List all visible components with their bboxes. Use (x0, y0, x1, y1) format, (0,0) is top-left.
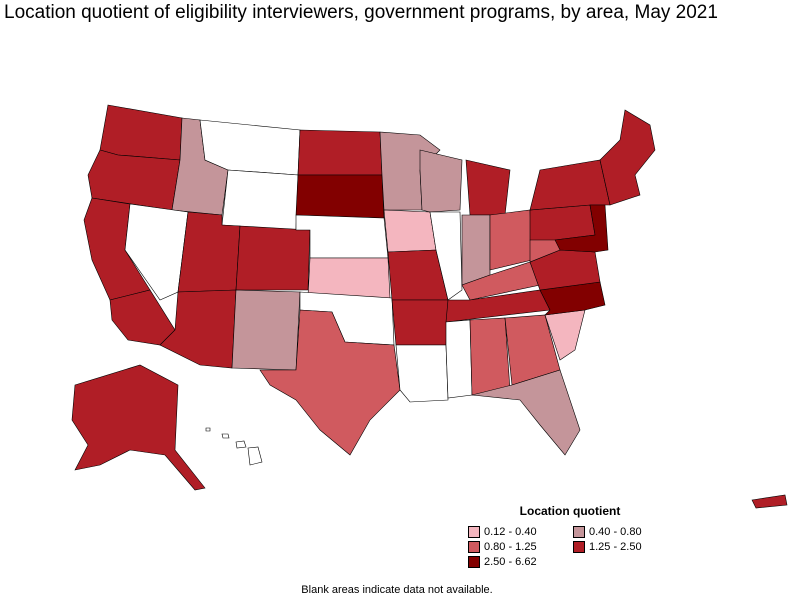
region-new-mexico (231, 289, 301, 371)
legend-item: 1.25 - 2.50 (573, 541, 678, 553)
contiguous-us (83, 104, 656, 456)
region-nevada (124, 203, 189, 301)
region-wyoming (221, 169, 299, 231)
legend-label: 1.25 - 2.50 (589, 541, 642, 553)
region-michigan (465, 159, 511, 216)
region-south-dakota (295, 174, 385, 219)
region-nebraska (295, 214, 389, 259)
legend-item: 0.40 - 0.80 (573, 526, 678, 538)
region-north-dakota (297, 129, 383, 176)
legend-swatch (573, 541, 585, 553)
region-alabama (469, 317, 511, 396)
legend-title: Location quotient (519, 504, 621, 518)
region-louisiana (395, 344, 449, 403)
region-new-york (529, 159, 611, 211)
map-title: Location quotient of eligibility intervi… (4, 2, 718, 23)
legend-label: 0.40 - 0.80 (589, 526, 642, 538)
legend-label: 0.80 - 1.25 (484, 541, 537, 553)
legend-item: 0.12 - 0.40 (468, 526, 573, 538)
region-ohio (489, 209, 533, 271)
region-hawaii (205, 427, 263, 466)
region-pennsylvania (529, 204, 596, 241)
region-iowa (383, 209, 437, 253)
region-wisconsin (419, 149, 463, 213)
region-california-south (109, 289, 176, 346)
legend-swatch (468, 556, 480, 568)
legend-swatch (468, 526, 480, 538)
footnote: Blank areas indicate data not available. (301, 584, 493, 596)
legend-swatch (573, 526, 585, 538)
region-puerto-rico (751, 494, 788, 509)
region-new-england (599, 109, 656, 206)
legend-grid: 0.12 - 0.40 0.40 - 0.80 0.80 - 1.25 1.25… (468, 526, 678, 568)
region-new-jersey-maryland (554, 204, 609, 253)
legend-label: 0.12 - 0.40 (484, 526, 537, 538)
region-mississippi (445, 319, 473, 399)
region-florida (471, 369, 581, 456)
legend-swatch (468, 541, 480, 553)
legend: Location quotient 0.12 - 0.40 0.40 - 0.8… (468, 504, 678, 568)
region-illinois (429, 211, 463, 301)
region-washington (99, 104, 183, 161)
region-arkansas (391, 299, 449, 346)
region-alaska (71, 364, 206, 491)
region-indiana (461, 214, 491, 286)
legend-label: 2.50 - 6.62 (484, 556, 537, 568)
legend-item: 0.80 - 1.25 (468, 541, 573, 553)
legend-item: 2.50 - 6.62 (468, 556, 573, 568)
region-kansas (307, 257, 391, 299)
region-colorado (235, 225, 311, 291)
region-texas (259, 309, 401, 456)
